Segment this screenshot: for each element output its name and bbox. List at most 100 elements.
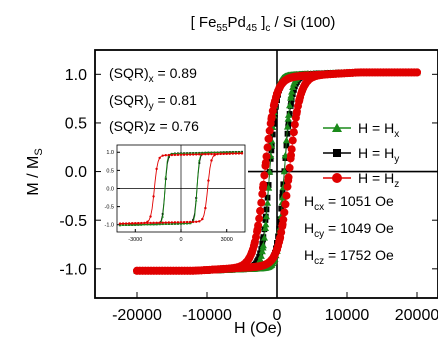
inset-series-x-point [164,175,167,178]
legend-square-marker [333,149,341,157]
inset-series-x-point [161,215,164,218]
inset-series-z-point [173,221,177,224]
inset-series-z-point [161,154,164,157]
series-z-point [256,206,265,215]
series-z-point [283,182,292,191]
series-z-point [264,134,273,143]
inset-y-tick-label: -0.5 [105,205,114,211]
inset-series-z-point [124,222,128,225]
inset-series-z-point [158,221,161,224]
inset-series-x-point [176,222,180,225]
series-x-point [266,168,274,175]
inset-series-z-point [198,220,201,223]
series-z-point [259,180,268,189]
inset-x-tick-label: -3000 [128,237,142,243]
inset-series-z-point [228,152,231,155]
inset-series-z-point [191,153,195,156]
inset-y-tick-label: 0.0 [106,186,114,192]
inset-series-z-point [237,152,241,155]
inset-series-x-point [146,223,149,226]
inset-series-z-point [152,195,155,198]
series-x-point [284,115,292,122]
inset-series-y-point [192,218,195,221]
main-y-tick-label: 1.0 [65,67,87,84]
series-z-point [258,189,267,198]
main-x-tick-label: -20000 [112,307,162,324]
series-y-point [269,131,276,138]
inset-series-x-point [185,222,189,225]
inset-series-z-point [164,221,167,224]
series-y-point [284,130,291,137]
inset-series-z-point [182,153,186,156]
inset-series-z-point [179,221,183,224]
series-z [133,68,421,275]
inset-series-z-point [179,153,183,156]
series-z-point [277,228,286,237]
sqr-annotations: (SQR)x = 0.89 (SQR)y = 0.81 (SQR)z = 0.7… [109,65,199,134]
series-y-point [262,217,269,223]
inset-series-x-point [127,223,131,226]
main-x-tick-label: 0 [273,307,282,324]
legend-item-y: H = Hy [323,145,399,165]
inset-series-z-point [170,221,174,224]
inset-series-z-point [207,179,210,182]
inset-series-z-point [207,152,210,156]
series-z-point [265,126,274,135]
main-y-tick-label: -1.0 [59,261,87,278]
inset-series-z [118,152,244,225]
inset-series-z-point [137,222,140,225]
inset-series-z-point [216,152,219,156]
inset-series-z-point [185,220,189,224]
inset-series-x-point [155,223,158,226]
series-x-point [289,83,297,91]
hcx-annotation: Hcx = 1051 Oe [304,193,394,213]
inset-series-z-point [234,152,238,155]
inset-series-x-point [198,159,201,162]
series-x-point [259,241,267,249]
legend-triangle-marker [332,123,342,132]
series-x-point [263,199,272,206]
inset-series-z-point [173,153,177,157]
legend-item-x: H = Hx [323,120,399,140]
inset-series-z-point [222,152,225,155]
inset-series-z-point [201,217,204,221]
inset-series-x-point [179,222,183,225]
inset-series-z-point [191,220,195,224]
svg-text:H = Hx: H = Hx [358,120,399,140]
inset-series-x-point [137,223,140,226]
series-x-point [283,123,292,130]
inset-series-z-point [201,153,204,156]
inset-series-z-point [164,154,167,157]
inset-series-z-point [155,221,158,224]
hcy-annotation: Hcy = 1049 Oe [304,220,394,240]
inset-series-x-point [173,222,177,225]
series-z-point [267,112,276,121]
sqr-z-annotation: (SQR)z = 0.76 [109,118,199,134]
inset-series-z-point [149,215,152,218]
series-x-point [256,255,264,263]
main-x-tick-label: -10000 [182,307,232,324]
series-z-point [281,200,290,209]
series-y-point [263,206,270,213]
series-z-point [413,68,421,77]
hcz-annotation: Hcz = 1752 Oe [304,247,394,267]
inset-series-x-point [121,223,125,226]
sqr-y-annotation: (SQR)y = 0.81 [109,92,197,112]
inset-y-tick-label: 1.0 [106,150,114,156]
series-z-point [263,143,272,152]
series-z-point [287,151,295,160]
inset-y-tick-label: 0.5 [106,168,114,174]
series-z-point [284,173,293,182]
main-y-tick-label: 0.0 [65,164,87,181]
inset-series-z-point [167,153,171,157]
inset-plot: -1.0 -0.5 0.0 0.5 1.0 -3000 0 3000 [105,144,246,243]
inset-series-z-point [167,221,171,224]
series-z-point [279,215,288,224]
inset-series-z-point [170,153,174,157]
chart-title: [ Fe55Pd45 ]c / Si (100) [191,14,336,34]
series-x-point [280,167,288,175]
inset-series-z-point [195,153,198,156]
series-y-point [285,120,292,127]
inset-series-z-point [182,220,186,224]
